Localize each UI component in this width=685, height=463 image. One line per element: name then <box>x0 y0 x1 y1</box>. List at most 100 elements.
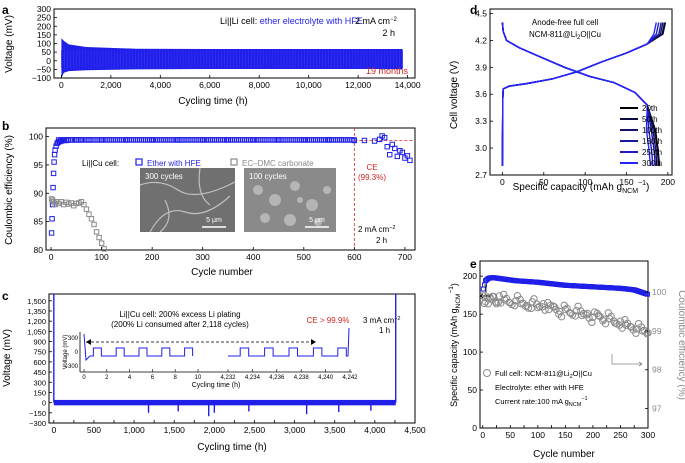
panel-d-frame <box>489 8 673 176</box>
carbonate-point <box>93 229 100 235</box>
charge-curve-300th <box>501 22 657 167</box>
panel-e-left-ytick-label: 50 <box>468 385 478 395</box>
panel-label-c: c <box>2 289 9 303</box>
inset-ytick-label: 0 <box>75 350 79 356</box>
panel-c-title-line2: (200% Li consumed after 2,118 cycles) <box>111 320 249 329</box>
panel-c-axes: 0 500 1,000 1,500 2,000 2,500 3,000 3,500 4,000 4… <box>27 297 426 435</box>
panel-a-xtick-label: 12,000 <box>345 80 371 90</box>
ether-point <box>50 184 56 191</box>
ce-point <box>511 302 519 310</box>
inset-ylabel: Voltage (mV) <box>63 335 69 370</box>
panel-d-xtick-label: 50 <box>539 177 549 187</box>
panel-c-title-line1: Li||Cu cell: 200% excess Li plating <box>119 310 240 319</box>
panel-label-d: d <box>470 3 477 17</box>
panel-a-xtick-label: 10,000 <box>296 80 322 90</box>
ether-point <box>50 170 57 177</box>
panel-e-xtick-label: 250 <box>613 430 627 440</box>
panel-b-frame <box>45 127 416 251</box>
panel-c-xtick-label: 1,500 <box>164 425 186 435</box>
ether-point <box>51 159 57 165</box>
panel-c-xtick-label: 500 <box>87 425 101 435</box>
arrow-to-left-axis <box>478 284 490 299</box>
ce-point <box>601 319 610 328</box>
carbonate-point <box>98 240 105 246</box>
panel-a-current: 2 mA cm−2 <box>355 16 398 26</box>
carbonate-point <box>52 201 58 208</box>
charge-curve-250th <box>501 22 660 167</box>
ce-point <box>492 300 501 308</box>
ether-point <box>399 149 406 156</box>
inset-xtick-label: 2 <box>105 375 109 381</box>
panel-c-ytick-label: −300 <box>29 419 46 428</box>
inset-xtick-label: 0 <box>82 375 86 381</box>
sem-ether-label: 300 cycles <box>145 172 183 181</box>
scale-label-ether: 5 μm <box>206 217 222 224</box>
panel-e-xtick-label: 50 <box>506 430 516 440</box>
inset-ticks: 0 2 4 6 8 10 4,232 4,234 4,236 4,238 4,240 4,242 300… <box>64 336 358 381</box>
panel-e-xtick-label: 100 <box>531 430 545 440</box>
panel-d-xlabel: Specific capacity (mAh gNCM−1) <box>513 180 650 195</box>
ce-point <box>632 329 640 337</box>
panel-c-ytick-label: 600 <box>33 358 46 367</box>
panel-label-e: e <box>470 257 477 271</box>
ether-point <box>407 157 413 164</box>
charge-curve-20th <box>501 22 667 167</box>
inset-voltage-curve-initial <box>83 333 194 362</box>
panel-d-ytick-label: 4.2 <box>475 35 487 45</box>
ce-point <box>527 304 535 313</box>
carbonate-point <box>86 211 92 217</box>
panel-c-xlabel: Cycling time (h) <box>197 442 266 453</box>
panel-d-ytick-label: 3.0 <box>475 143 487 153</box>
ce-point <box>483 293 491 301</box>
panel-b-ce-value: (99.3%) <box>358 173 386 182</box>
legend-marker-ether <box>135 158 143 166</box>
ce-point <box>618 324 626 332</box>
panel-b-xtick-label: 200 <box>145 252 159 262</box>
panel-b-ytick-label: 80 <box>34 245 44 255</box>
panel-e-xtick-label: 200 <box>586 430 600 440</box>
panel-c-ytick-label: 0 <box>42 399 46 408</box>
ether-point <box>371 138 378 144</box>
panel-e-right-ytick-label: 98 <box>652 365 662 375</box>
ce-point <box>535 302 544 311</box>
discharge-curve-100th <box>501 22 658 167</box>
ether-point <box>351 137 357 143</box>
panel-a-ytick-label: −50 <box>37 64 52 74</box>
sem-texture-carbonate <box>253 181 331 226</box>
legend-label-50th: 50th <box>642 115 658 124</box>
panel-d-axes: 0 50 100 150 200 2.7 3.0 3.3 3.6 3.9 4.2 4.5 <box>475 8 675 187</box>
inset-xtick-label: 4,238 <box>294 375 310 381</box>
panel-d-ylabel: Cell voltage (V) <box>449 61 460 129</box>
panel-a-xtick-label: 8,000 <box>249 80 271 90</box>
panel-label-a: a <box>2 3 9 17</box>
panel-a-ytick-label: 200 <box>37 21 51 31</box>
panel-e-right-ytick-label: 99 <box>652 326 662 336</box>
panel-b-xtick-label: 300 <box>196 252 210 262</box>
panel-e-axes: 0 50 100 150 200 250 300 0 50 100 150 200 97 98 99 100 <box>463 271 667 440</box>
legend-label-250th: 250th <box>642 148 662 157</box>
panel-e: e 0 50 100 150 200 250 300 0 50 100 150 200 97 98 99 10… <box>448 257 685 460</box>
panel-c-xtick-label: 1,000 <box>123 425 145 435</box>
discharge-curve-250th <box>501 22 654 167</box>
panel-b-ytick-label: 90 <box>34 188 44 198</box>
inset-xlabel: Cycling time (h) <box>192 382 241 389</box>
discharge-curve-300th <box>501 22 652 167</box>
carbonate-point <box>83 206 90 212</box>
ether-point <box>381 134 388 141</box>
panel-b-xtick-label: 100 <box>95 252 109 262</box>
legend-label-150th: 150th <box>642 137 662 146</box>
inset-xtick-label: 4,240 <box>318 375 334 381</box>
discharge-curve-150th <box>501 22 657 167</box>
panel-a-xtick-label: 0 <box>59 80 64 90</box>
ce-point <box>524 304 533 312</box>
capacity-point <box>480 286 486 292</box>
legend-marker-carbonate <box>230 158 238 166</box>
panel-a-xtick-label: 2,000 <box>100 80 122 90</box>
legend-label-ether: Ether with HFE <box>147 159 201 168</box>
panel-a-ylabel: Voltage (mV) <box>4 15 15 73</box>
ce-point <box>588 318 596 327</box>
ce-point <box>497 299 505 307</box>
ce-point <box>557 313 566 321</box>
panel-a-ytick-label: 100 <box>37 39 51 49</box>
panel-c-ytick-label: 1,350 <box>27 307 46 316</box>
